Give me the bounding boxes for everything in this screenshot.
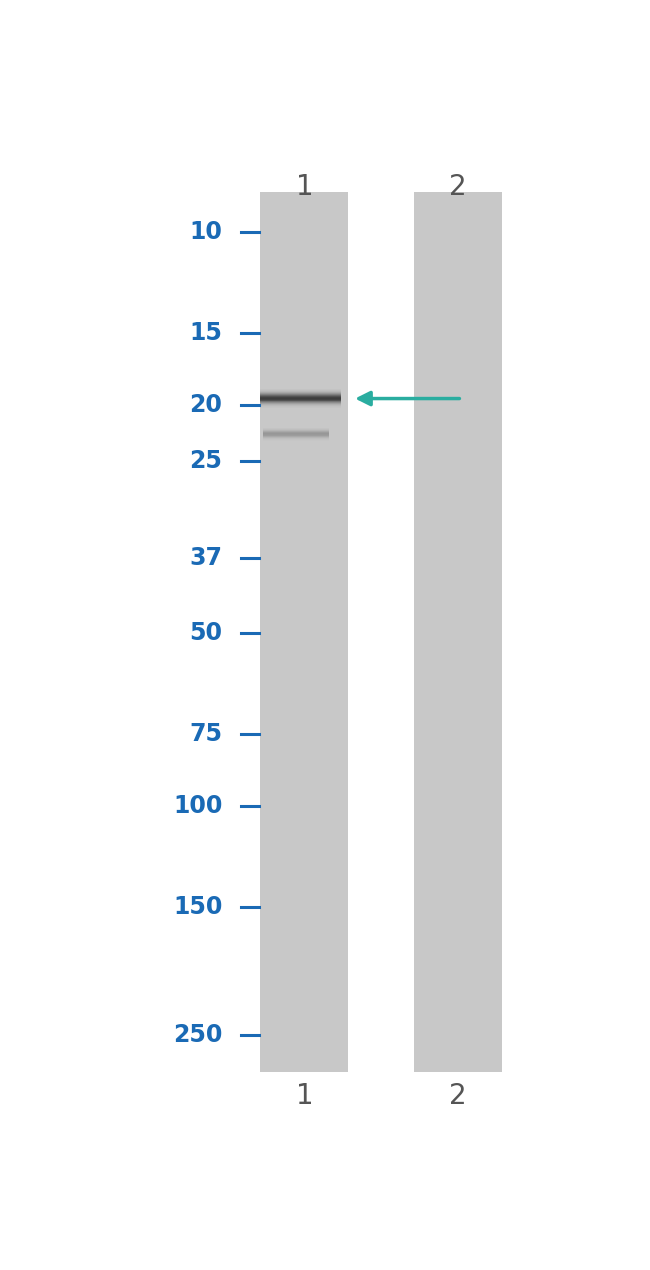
Text: 37: 37 bbox=[189, 546, 222, 570]
Text: 15: 15 bbox=[189, 321, 222, 345]
Text: 250: 250 bbox=[173, 1022, 222, 1046]
Text: 20: 20 bbox=[189, 392, 222, 417]
Bar bbox=[414, 192, 502, 1072]
Text: 50: 50 bbox=[189, 621, 222, 645]
Text: 25: 25 bbox=[189, 448, 222, 472]
Text: 150: 150 bbox=[173, 895, 222, 919]
Text: 100: 100 bbox=[173, 794, 222, 818]
Text: 10: 10 bbox=[189, 220, 222, 244]
Text: 1: 1 bbox=[296, 1082, 313, 1110]
Text: 2: 2 bbox=[449, 1082, 467, 1110]
Text: 2: 2 bbox=[449, 173, 467, 201]
Bar bbox=[260, 192, 348, 1072]
Text: 1: 1 bbox=[296, 173, 313, 201]
Text: 75: 75 bbox=[189, 723, 222, 747]
